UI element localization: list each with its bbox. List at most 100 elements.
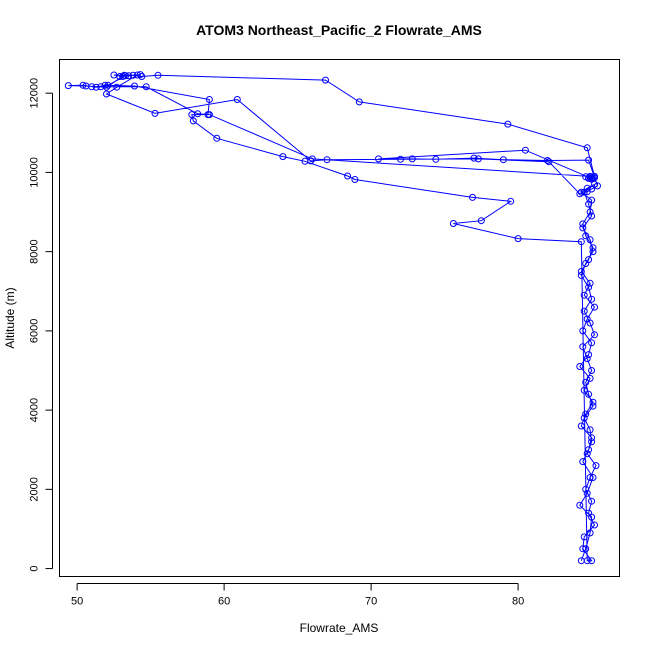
data-point — [449, 220, 457, 227]
data-point — [103, 90, 110, 98]
data-point — [579, 458, 587, 466]
data-point — [585, 174, 593, 182]
data-point — [577, 268, 585, 275]
data-point — [588, 497, 596, 505]
data-point — [142, 83, 150, 91]
x-tick-label: 60 — [218, 596, 230, 608]
data-point — [119, 73, 127, 80]
data-point — [586, 529, 594, 537]
data-point — [588, 212, 596, 220]
data-point — [577, 422, 585, 430]
data-point — [544, 157, 551, 164]
data-point — [592, 462, 600, 470]
data-point — [580, 386, 588, 394]
data-point — [589, 398, 597, 406]
data-point — [194, 110, 202, 118]
data-point — [582, 232, 590, 240]
data-point — [580, 414, 588, 422]
data-point — [591, 331, 598, 339]
data-point — [580, 291, 588, 299]
data-point — [586, 426, 594, 434]
data-point — [589, 402, 597, 410]
data-point — [576, 501, 584, 509]
data-point — [580, 188, 588, 196]
data-point — [580, 307, 588, 315]
data-point — [122, 72, 130, 80]
data-point — [136, 71, 144, 79]
data-point — [577, 238, 585, 246]
data-point — [585, 509, 593, 517]
data-point — [351, 176, 359, 183]
data-point — [583, 144, 591, 152]
data-point — [594, 182, 601, 190]
data-point — [101, 81, 109, 89]
data-point — [308, 155, 316, 163]
data-point — [588, 557, 596, 565]
data-point — [586, 319, 594, 327]
data-point — [521, 146, 529, 154]
data-point — [545, 158, 553, 166]
data-point — [588, 434, 596, 442]
data-point — [355, 98, 363, 106]
data-point — [323, 156, 331, 164]
data-point — [583, 450, 591, 458]
data-point — [586, 236, 594, 244]
data-point — [583, 489, 591, 497]
y-axis-label: Altitude (m) — [3, 287, 17, 348]
data-point — [577, 271, 585, 279]
data-point — [585, 283, 593, 291]
data-point — [138, 73, 146, 80]
data-point — [583, 355, 591, 363]
data-point — [589, 248, 597, 256]
data-point — [588, 339, 596, 347]
y-tick-label: 8000 — [29, 239, 41, 263]
data-point — [583, 557, 591, 565]
y-tick-label: 2000 — [29, 477, 41, 501]
data-point — [579, 545, 587, 553]
data-point — [582, 260, 590, 267]
data-point — [582, 378, 590, 386]
data-point — [582, 485, 590, 493]
data-point — [113, 83, 121, 91]
data-point — [591, 521, 598, 529]
data-point — [579, 224, 587, 232]
data-point — [588, 175, 596, 183]
data-point — [469, 193, 476, 201]
data-point — [585, 351, 593, 359]
y-tick-label: 4000 — [29, 398, 41, 422]
data-point — [586, 374, 594, 382]
data-point — [589, 244, 597, 252]
data-point — [79, 81, 87, 89]
data-point — [586, 279, 594, 287]
data-point — [432, 155, 440, 163]
data-point — [470, 154, 478, 162]
y-tick-label: 12000 — [29, 78, 41, 109]
data-point — [233, 96, 241, 103]
data-point — [474, 155, 482, 163]
data-point — [205, 96, 213, 103]
x-tick-label: 70 — [365, 596, 377, 608]
series-line — [68, 74, 599, 562]
data-point — [499, 156, 507, 164]
y-axis: 0 2000 4000 6000 8000 10000 12000 — [29, 78, 53, 572]
data-point — [588, 367, 596, 374]
data-point — [504, 120, 512, 128]
data-point — [576, 363, 584, 370]
data-point — [582, 545, 590, 553]
data-point — [477, 217, 485, 225]
data-point — [582, 410, 590, 418]
data-point — [205, 111, 213, 119]
data-point — [397, 155, 404, 163]
data-point — [322, 76, 329, 84]
data-point — [131, 82, 138, 90]
data-point — [92, 83, 100, 91]
data-point — [64, 82, 72, 90]
y-tick-label: 10000 — [29, 157, 41, 188]
data-series — [64, 71, 601, 565]
data-point — [189, 117, 197, 125]
data-point — [104, 81, 112, 89]
data-point — [586, 208, 594, 216]
data-point — [585, 390, 593, 398]
y-tick-label: 0 — [29, 566, 41, 572]
